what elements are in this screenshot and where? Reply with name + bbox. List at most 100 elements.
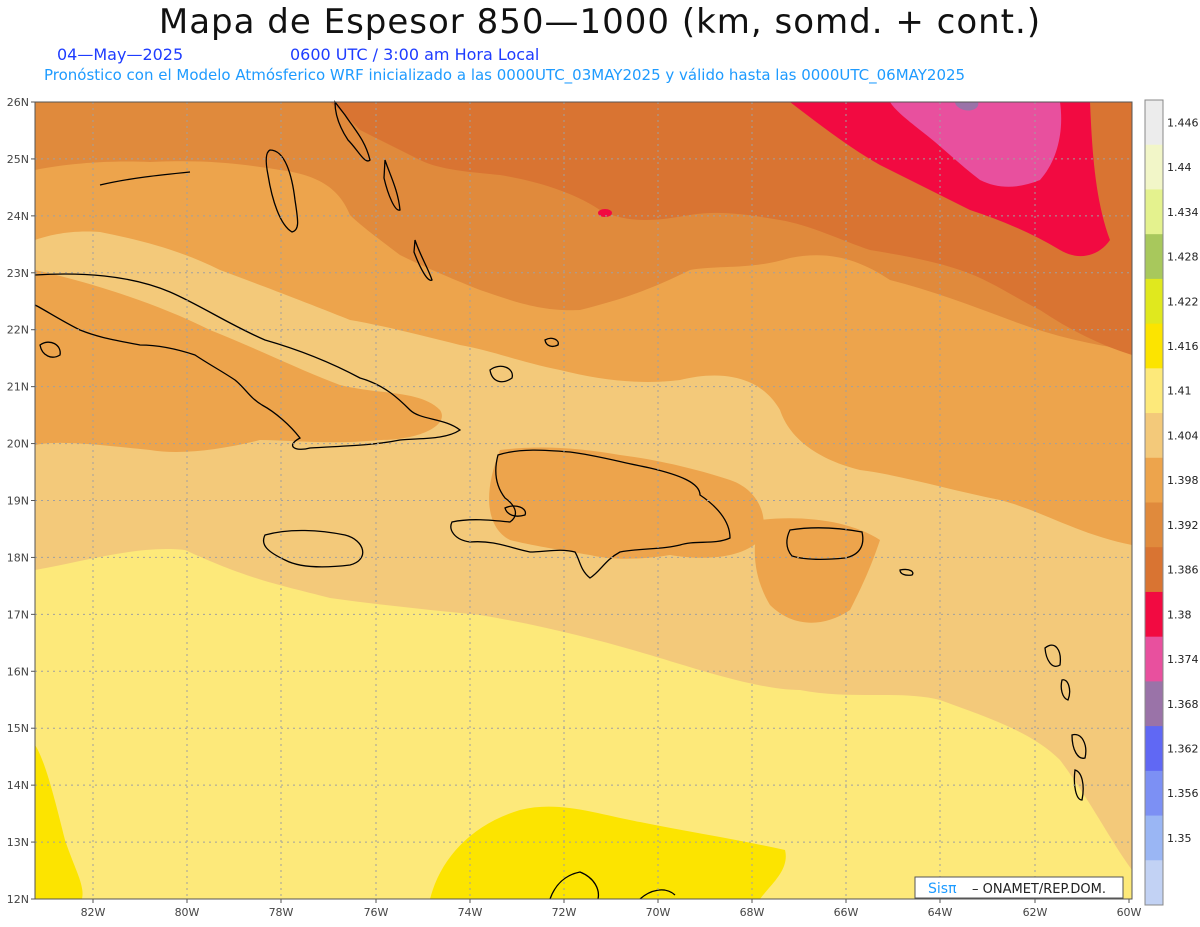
jamaica-coastline [262, 529, 364, 568]
colorbar-label: 1.416 [1167, 340, 1199, 353]
colorbar-label: 1.446 [1167, 116, 1199, 129]
colorbar-frame [1144, 99, 1164, 906]
credit-box: Sisπ – ONAMET/REP.DOM. [914, 876, 1124, 899]
latitude-axis: 26N 25N 24N 23N 22N 21N 20N 19N 18N 17N 16N 15N 14N 1… [7, 96, 35, 906]
lat-label: 23N [7, 267, 29, 280]
band-1398-hispaniola [489, 447, 764, 559]
colorbar-segment [1145, 278, 1163, 325]
cuba-coastline [34, 273, 462, 450]
lon-label: 74W [458, 906, 483, 919]
lon-label: 82W [81, 906, 106, 919]
lon-label: 70W [646, 906, 671, 919]
forecast-time: 0600 UTC / 3:00 am Hora Local [290, 45, 540, 64]
colorbar-segment [1145, 323, 1163, 369]
colorbar-segment [1145, 413, 1163, 459]
virgin-islands-coastline [899, 568, 914, 576]
lat-label: 15N [7, 722, 29, 735]
colorbar-segment [1145, 144, 1163, 190]
lat-label: 25N [7, 153, 29, 166]
lon-label: 62W [1023, 906, 1048, 919]
colorbar-label: 1.356 [1167, 787, 1199, 800]
band-1368 [955, 102, 979, 111]
lat-label: 21N [7, 381, 29, 394]
colorbar-label: 1.434 [1167, 206, 1199, 219]
lat-label: 18N [7, 551, 29, 564]
lon-label: 64W [928, 906, 953, 919]
lon-label: 66W [834, 906, 859, 919]
colorbar-segment [1145, 457, 1163, 503]
credit-brand: Sisπ [928, 881, 957, 897]
colorbar-label: 1.398 [1167, 474, 1199, 487]
coastlines [34, 100, 1087, 900]
colorbar-segment [1145, 189, 1163, 235]
abaco-coastline [334, 100, 371, 162]
colorbar-segment [1145, 234, 1163, 280]
band-1416-south [430, 806, 786, 899]
isle-of-youth-coastline [39, 341, 61, 358]
colorbar-segment [1145, 591, 1163, 638]
shaded-field [35, 102, 1132, 899]
colorbar-segment [1145, 860, 1163, 906]
colorbar-segment [1145, 770, 1163, 817]
map-title: Mapa de Espesor 850—1000 (km, somd. + co… [158, 2, 1042, 42]
lat-label: 22N [7, 324, 29, 337]
band-1398-cuba [35, 270, 442, 452]
gonave-coastline [504, 505, 527, 517]
south-america-coastline [549, 871, 676, 900]
colorbar-segment [1145, 502, 1163, 548]
colorbar-label: 1.368 [1167, 698, 1199, 711]
credit-text: – ONAMET/REP.DOM. [972, 882, 1106, 897]
colorbar-label: 1.35 [1167, 832, 1192, 845]
colorbar-label: 1.428 [1167, 251, 1199, 264]
colorbar-label: 1.392 [1167, 519, 1199, 532]
band-1380-spot [598, 209, 612, 217]
lon-label: 80W [175, 906, 200, 919]
lat-label: 14N [7, 779, 29, 792]
band-1416-southwest [35, 745, 83, 899]
lat-label: 20N [7, 438, 29, 451]
colorbar-label: 1.44 [1167, 161, 1192, 174]
colorbar-segment [1145, 681, 1163, 727]
andros-coastline [265, 149, 299, 233]
lon-label: 78W [269, 906, 294, 919]
lat-label: 12N [7, 893, 29, 906]
lat-label: 19N [7, 495, 29, 508]
colorbar-label: 1.41 [1167, 385, 1192, 398]
eleuthera-coastline [383, 159, 401, 211]
colorbar-label: 1.374 [1167, 653, 1199, 666]
colorbar-label: 1.422 [1167, 295, 1199, 308]
band-1410 [35, 549, 1132, 899]
lon-label: 72W [552, 906, 577, 919]
lesser-antilles-coastline [1044, 644, 1087, 801]
colorbar-segment [1145, 815, 1163, 861]
lon-label: 68W [740, 906, 765, 919]
hispaniola-coastline [450, 449, 731, 579]
longitude-axis: 82W 80W 78W 76W 74W 72W 70W 68W 66W 64W 62W 60W [81, 899, 1142, 919]
graticule [35, 102, 1132, 899]
colorbar-label: 1.362 [1167, 742, 1199, 755]
forecast-description: Pronóstico con el Modelo Atmósferico WRF… [44, 66, 966, 84]
colorbar-label: 1.404 [1167, 429, 1199, 442]
turks-coastline [544, 337, 559, 347]
lon-label: 60W [1117, 906, 1142, 919]
inagua-coastline [489, 365, 513, 383]
forecast-date: 04—May—2025 [57, 45, 184, 64]
colorbar: 1.446 1.44 1.434 1.428 1.422 1.416 1.41 1.404 1.… [1144, 99, 1199, 906]
lat-label: 24N [7, 210, 29, 223]
colorbar-segment [1145, 100, 1163, 146]
florida-keys-coastline [99, 171, 191, 186]
puerto-rico-coastline [786, 527, 864, 560]
lon-label: 76W [364, 906, 389, 919]
lat-label: 17N [7, 608, 29, 621]
lat-label: 13N [7, 836, 29, 849]
colorbar-label: 1.386 [1167, 564, 1199, 577]
band-1374 [890, 102, 1062, 187]
long-island-coastline [413, 239, 433, 281]
colorbar-segment [1145, 636, 1163, 682]
lat-label: 26N [7, 96, 29, 109]
colorbar-label: 1.38 [1167, 608, 1192, 621]
colorbar-segment [1145, 726, 1163, 772]
colorbar-segment [1145, 368, 1163, 414]
colorbar-segment [1145, 547, 1163, 593]
